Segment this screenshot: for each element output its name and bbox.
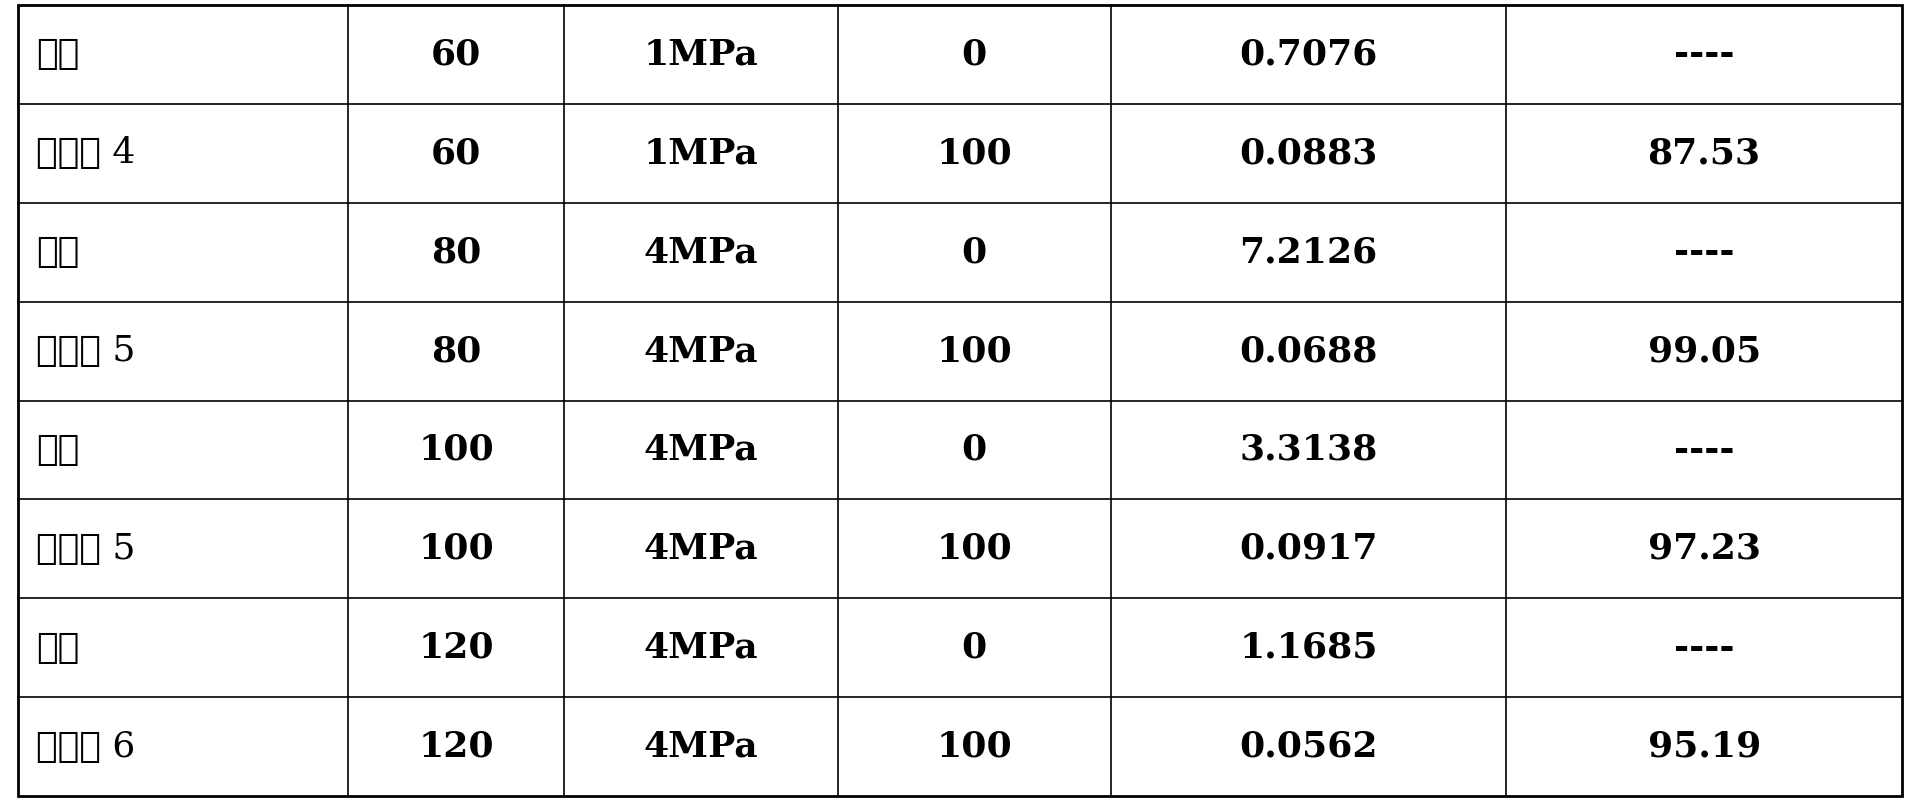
Text: 0.0883: 0.0883 xyxy=(1238,136,1379,171)
Text: 99.05: 99.05 xyxy=(1647,334,1761,368)
Text: 4MPa: 4MPa xyxy=(643,730,758,763)
Text: 80: 80 xyxy=(430,235,482,269)
Text: 空白: 空白 xyxy=(36,630,79,665)
Text: 100: 100 xyxy=(937,136,1012,171)
Text: 100: 100 xyxy=(937,532,1012,566)
Text: 4MPa: 4MPa xyxy=(643,235,758,269)
Text: 空白: 空白 xyxy=(36,38,79,71)
Text: 0.0688: 0.0688 xyxy=(1238,334,1379,368)
Text: 7.2126: 7.2126 xyxy=(1240,235,1379,269)
Text: 4MPa: 4MPa xyxy=(643,433,758,467)
Text: ----: ---- xyxy=(1674,235,1734,269)
Text: 0.0562: 0.0562 xyxy=(1238,730,1379,763)
Text: 95.19: 95.19 xyxy=(1647,730,1761,763)
Text: 4MPa: 4MPa xyxy=(643,334,758,368)
Text: 0: 0 xyxy=(962,38,987,71)
Text: 4MPa: 4MPa xyxy=(643,532,758,566)
Text: ----: ---- xyxy=(1674,38,1734,71)
Text: 实施例 5: 实施例 5 xyxy=(36,334,136,368)
Text: 120: 120 xyxy=(419,630,493,665)
Text: 80: 80 xyxy=(430,334,482,368)
Text: 4MPa: 4MPa xyxy=(643,630,758,665)
Text: 120: 120 xyxy=(419,730,493,763)
Text: 实施例 4: 实施例 4 xyxy=(36,136,136,171)
Text: 实施例 5: 实施例 5 xyxy=(36,532,136,566)
Text: ----: ---- xyxy=(1674,433,1734,467)
Text: 0.7076: 0.7076 xyxy=(1238,38,1379,71)
Text: 0.0917: 0.0917 xyxy=(1238,532,1379,566)
Text: 0: 0 xyxy=(962,630,987,665)
Text: 实施例 6: 实施例 6 xyxy=(36,730,134,763)
Text: 100: 100 xyxy=(937,730,1012,763)
Text: 100: 100 xyxy=(419,433,493,467)
Text: 1.1685: 1.1685 xyxy=(1238,630,1379,665)
Text: 空白: 空白 xyxy=(36,235,79,269)
Text: 60: 60 xyxy=(430,136,482,171)
Text: 100: 100 xyxy=(419,532,493,566)
Text: 0: 0 xyxy=(962,235,987,269)
Text: 0: 0 xyxy=(962,433,987,467)
Text: 1MPa: 1MPa xyxy=(643,136,758,171)
Text: 1MPa: 1MPa xyxy=(643,38,758,71)
Text: 60: 60 xyxy=(430,38,482,71)
Text: 87.53: 87.53 xyxy=(1647,136,1761,171)
Text: 100: 100 xyxy=(937,334,1012,368)
Text: 97.23: 97.23 xyxy=(1647,532,1761,566)
Text: 空白: 空白 xyxy=(36,433,79,467)
Text: ----: ---- xyxy=(1674,630,1734,665)
Text: 3.3138: 3.3138 xyxy=(1240,433,1379,467)
